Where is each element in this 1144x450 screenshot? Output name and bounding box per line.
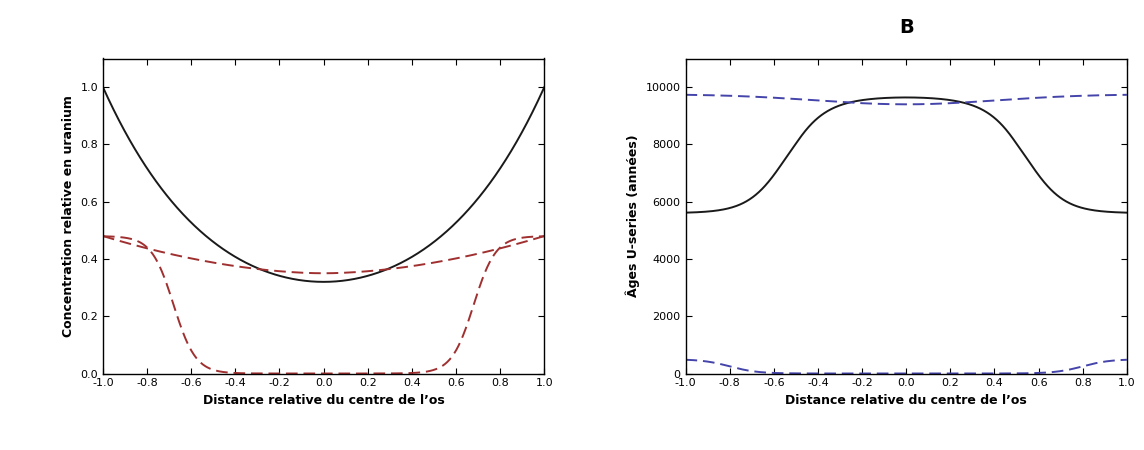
X-axis label: Distance relative du centre de l’os: Distance relative du centre de l’os	[202, 394, 445, 407]
X-axis label: Distance relative du centre de l’os: Distance relative du centre de l’os	[785, 394, 1027, 407]
Text: B: B	[899, 18, 914, 37]
Y-axis label: Âges U-series (années): Âges U-series (années)	[626, 135, 641, 297]
Y-axis label: Concentration relative en uranium: Concentration relative en uranium	[62, 95, 74, 337]
